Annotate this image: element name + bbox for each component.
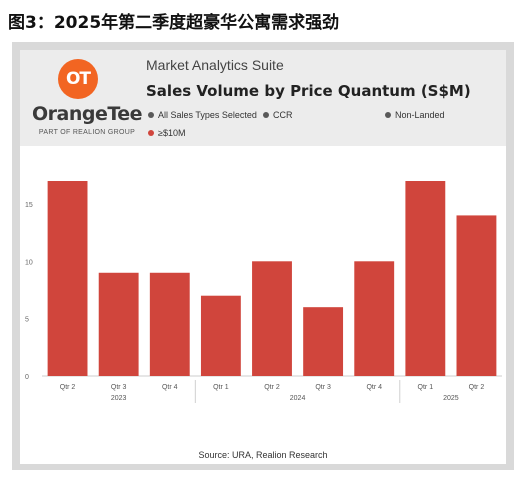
x-tick-label: Qtr 1 bbox=[418, 384, 434, 391]
legend-item-non-landed[interactable]: Non-Landed bbox=[385, 110, 445, 120]
chart-title: Sales Volume by Price Quantum (S$M) bbox=[146, 82, 471, 100]
legend-item-all-sales-types[interactable]: All Sales Types Selected bbox=[148, 110, 257, 120]
bar bbox=[200, 295, 241, 376]
x-tick-label: Qtr 4 bbox=[162, 384, 178, 391]
bar bbox=[456, 215, 497, 376]
x-tick-label: Qtr 2 bbox=[469, 384, 485, 391]
legend-label: All Sales Types Selected bbox=[158, 110, 257, 120]
brand-name: OrangeTee bbox=[32, 103, 143, 125]
x-tick-label: Qtr 1 bbox=[213, 384, 229, 391]
legend-item-ccr[interactable]: CCR bbox=[263, 110, 293, 120]
bar bbox=[47, 181, 88, 376]
year-group-label: 2025 bbox=[443, 395, 459, 402]
legend-label: ≥$10M bbox=[158, 128, 186, 138]
year-group-label: 2024 bbox=[290, 395, 306, 402]
y-tick-label: 10 bbox=[25, 259, 33, 266]
x-tick-label: Qtr 3 bbox=[111, 384, 127, 391]
y-tick-label: 15 bbox=[25, 202, 33, 209]
y-tick-label: 0 bbox=[25, 374, 29, 381]
orangetee-logo-icon: OT bbox=[58, 59, 98, 99]
bar bbox=[303, 307, 344, 376]
bar bbox=[354, 261, 395, 376]
bar bbox=[98, 272, 139, 376]
legend-label: Non-Landed bbox=[395, 110, 445, 120]
legend-dot-icon bbox=[148, 130, 154, 136]
year-group-label: 2023 bbox=[111, 395, 127, 402]
bar bbox=[405, 181, 446, 376]
x-tick-label: Qtr 2 bbox=[60, 384, 76, 391]
legend-label: CCR bbox=[273, 110, 293, 120]
chart-header: OT OrangeTee PART OF REALION GROUP Marke… bbox=[20, 50, 506, 146]
legend-dot-icon bbox=[263, 112, 269, 118]
y-tick-label: 5 bbox=[25, 317, 29, 324]
x-tick-label: Qtr 2 bbox=[264, 384, 280, 391]
bar-chart: 0 5 10 15 Qtr 2 Qtr 3 Qtr 4 Qtr 1 Qtr 2 Qtr 3 Qtr … bbox=[25, 181, 502, 403]
bar bbox=[252, 261, 292, 376]
x-tick-label: Qtr 4 bbox=[366, 384, 382, 391]
source-note: Source: URA, Realion Research bbox=[198, 450, 328, 460]
suite-name: Market Analytics Suite bbox=[146, 57, 284, 73]
legend-item-10m-plus[interactable]: ≥$10M bbox=[148, 128, 185, 138]
brand-tagline: PART OF REALION GROUP bbox=[38, 129, 136, 136]
legend-dot-icon bbox=[385, 112, 391, 118]
legend-dot-icon bbox=[148, 112, 154, 118]
chart-card: OT OrangeTee PART OF REALION GROUP Marke… bbox=[20, 50, 506, 464]
bar bbox=[149, 272, 190, 376]
figure-title: 图3：2025年第二季度超豪华公寓需求强劲 bbox=[8, 13, 340, 33]
dashboard-frame: OT OrangeTee PART OF REALION GROUP Marke… bbox=[12, 42, 514, 470]
x-tick-label: Qtr 3 bbox=[315, 384, 331, 391]
